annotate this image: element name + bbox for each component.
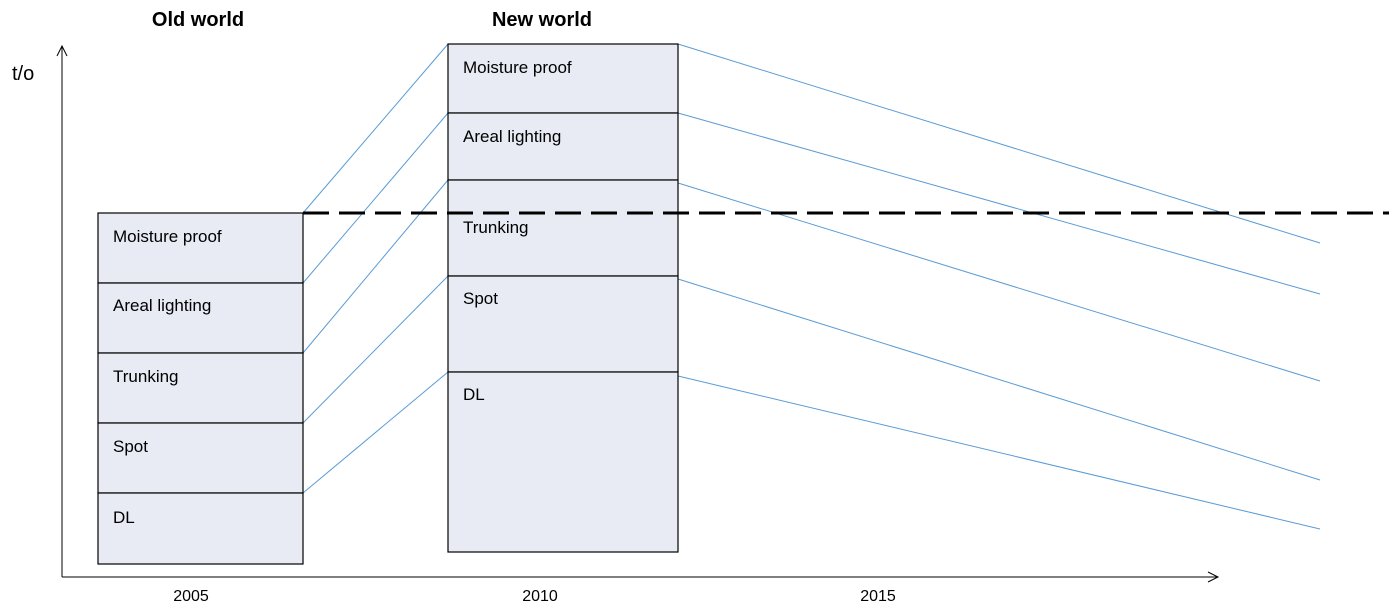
connector-dl <box>302 371 449 494</box>
projection-trunking <box>677 182 1321 382</box>
y-axis-label: t/o <box>12 63 34 85</box>
old-segment-trunking <box>97 352 304 424</box>
old-world-column: Moisture proof Areal lighting Trunking S… <box>97 212 304 565</box>
x-tick-label-2010: 2010 <box>522 588 558 605</box>
x-tick-label-2015: 2015 <box>860 588 896 605</box>
projection-moisture-proof <box>677 43 1321 244</box>
old-segment-dl <box>97 492 304 565</box>
y-axis-arrow <box>56 44 68 57</box>
new-segment-label: Spot <box>463 289 498 308</box>
connector-trunking <box>302 179 449 354</box>
new-segment-spot <box>447 275 679 373</box>
x-tick-label-2005: 2005 <box>173 588 209 605</box>
projection-areal-lighting <box>677 112 1321 295</box>
old-segment-spot <box>97 422 304 494</box>
new-world-header: New world <box>492 9 592 31</box>
projection-lines <box>677 43 1321 530</box>
projection-spot <box>677 278 1321 481</box>
new-segment-moisture-proof <box>447 43 679 114</box>
new-segment-dl <box>447 371 679 553</box>
old-segment-label: Trunking <box>113 367 179 386</box>
connector-areal-lighting <box>302 112 449 284</box>
new-segment-label: Moisture proof <box>463 58 572 77</box>
x-axis-arrow <box>1207 571 1220 583</box>
new-segment-label: Trunking <box>463 218 529 237</box>
connectors-old-to-new <box>302 43 449 494</box>
old-segment-label: Areal lighting <box>113 296 211 315</box>
old-segment-label: DL <box>113 508 135 527</box>
projection-dl <box>677 375 1321 530</box>
new-segment-label: DL <box>463 385 485 404</box>
axes <box>56 44 1220 583</box>
old-segment-label: Spot <box>113 437 148 456</box>
new-segment-label: Areal lighting <box>463 127 561 146</box>
old-segment-label: Moisture proof <box>113 227 222 246</box>
connector-moisture-proof <box>302 43 449 214</box>
new-segment-areal-lighting <box>447 112 679 181</box>
connector-spot <box>302 275 449 424</box>
old-segment-areal-lighting <box>97 282 304 354</box>
old-world-header: Old world <box>152 9 244 31</box>
new-world-column: Moisture proof Areal lighting Trunking S… <box>447 43 679 553</box>
old-segment-moisture-proof <box>97 212 304 284</box>
